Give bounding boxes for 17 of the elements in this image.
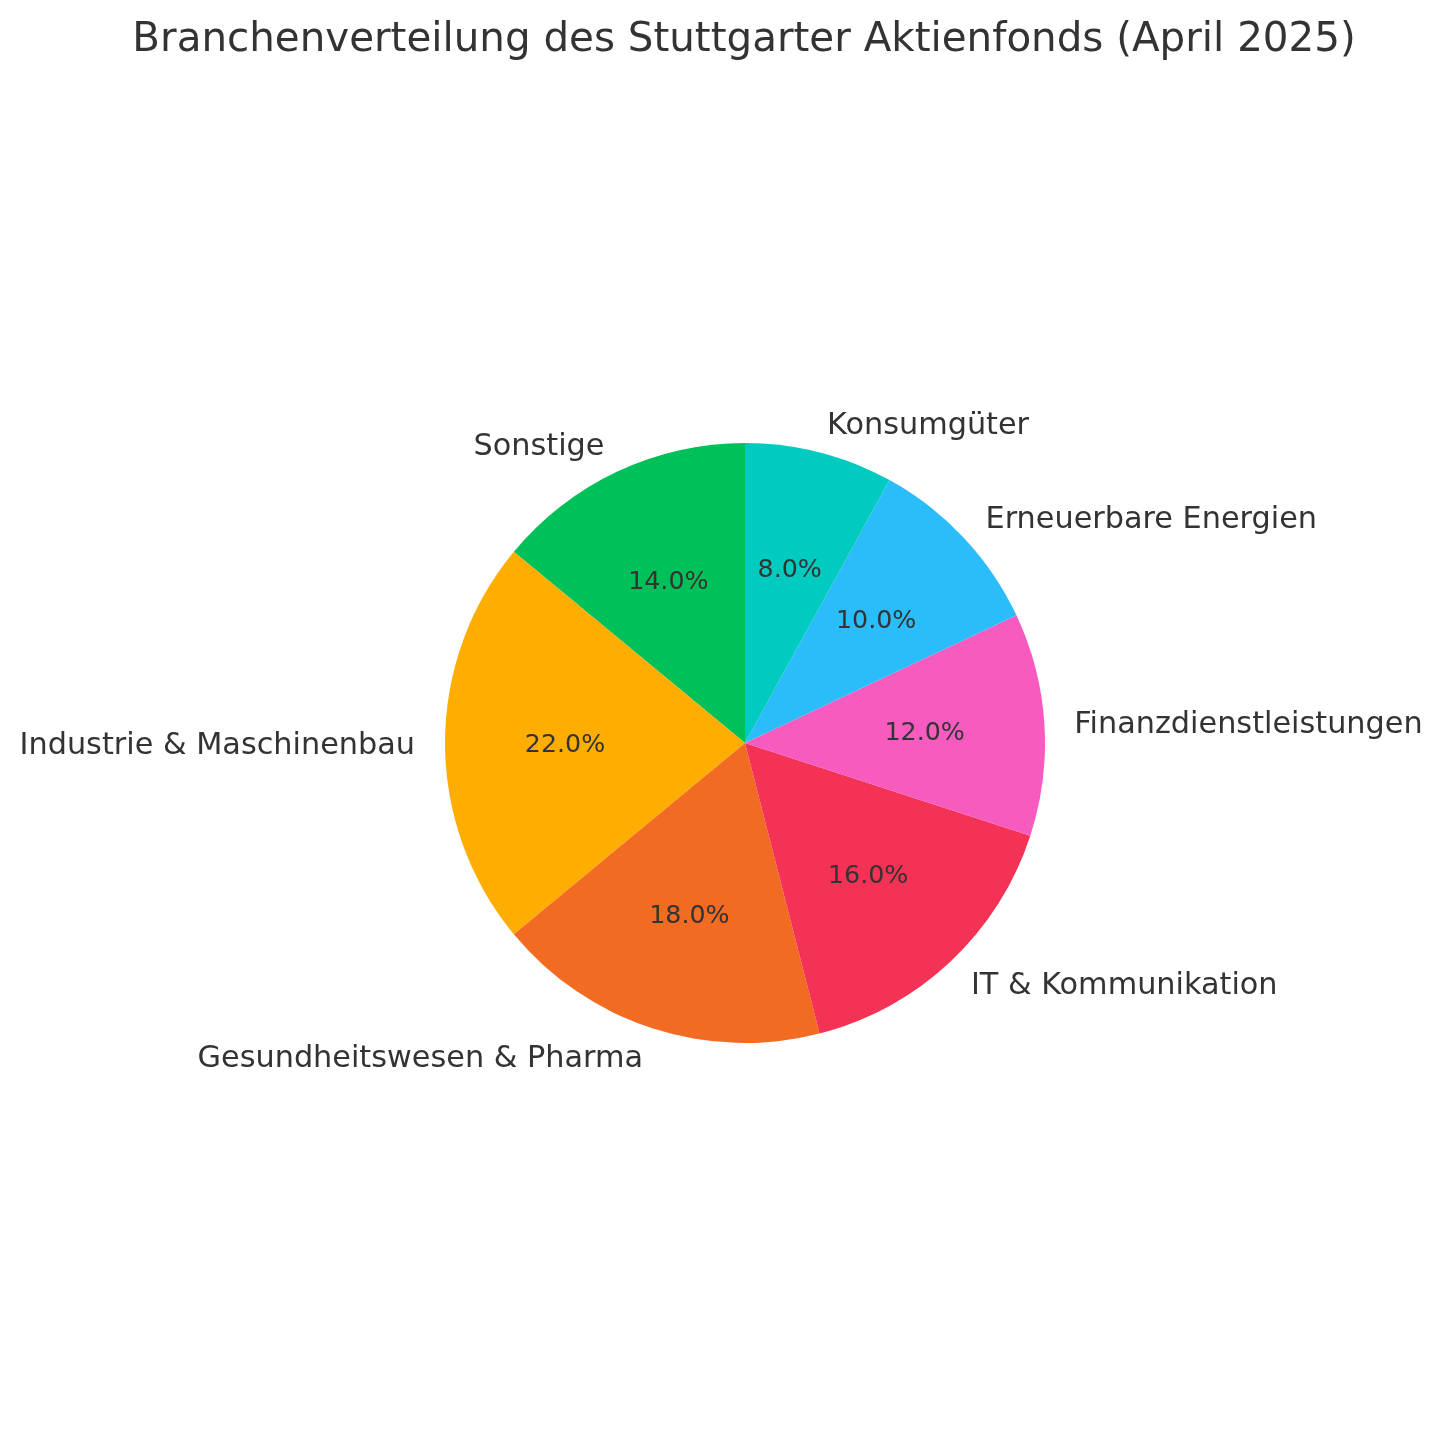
chart-title: Branchenverteilung des Stuttgarter Aktienfonds (April 2025) <box>132 13 1356 61</box>
data-label: 10.0% <box>836 605 917 635</box>
slice-label: Gesundheitswesen & Pharma <box>197 1039 644 1075</box>
data-label: 22.0% <box>524 728 606 758</box>
data-label: 18.0% <box>649 899 730 929</box>
pie-slice <box>445 551 745 935</box>
slice-label: Konsumgüter <box>827 405 1030 441</box>
slice-label: IT & Kommunikation <box>970 966 1278 1002</box>
data-label: 14.0% <box>628 565 709 595</box>
pie-slice <box>745 743 1031 1034</box>
slice-label: Sonstige <box>473 426 605 462</box>
data-label: 12.0% <box>884 717 965 747</box>
slice-label: Industrie & Maschinenbau <box>19 725 415 761</box>
data-label: 8.0% <box>757 554 822 584</box>
slice-label: Erneuerbare Energien <box>985 499 1318 535</box>
data-label: 16.0% <box>828 859 909 889</box>
slice-label: Finanzdienstleistungen <box>1074 704 1423 740</box>
